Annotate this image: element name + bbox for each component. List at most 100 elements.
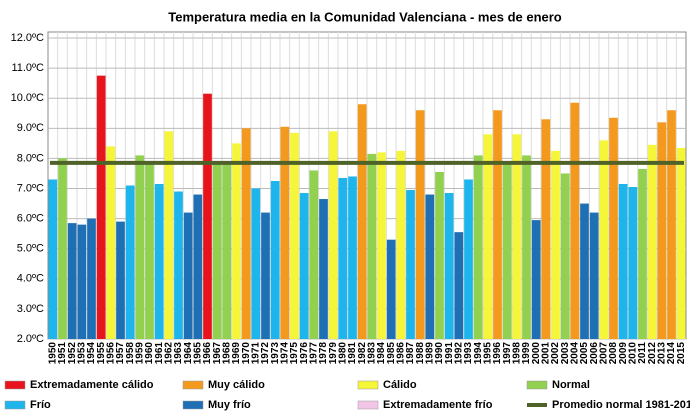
x-tick-label: 1980 <box>337 342 348 365</box>
x-tick-label: 1976 <box>299 342 310 365</box>
x-tick-label: 1999 <box>521 342 532 365</box>
legend-swatch <box>182 380 204 390</box>
bar <box>464 179 473 339</box>
bar <box>193 194 203 339</box>
legend-swatch <box>182 400 204 410</box>
bar <box>415 110 425 339</box>
legend-label: Muy frío <box>208 399 251 411</box>
y-tick-label: 5.0ºC <box>17 243 44 255</box>
bar <box>319 199 328 339</box>
bar <box>154 183 164 339</box>
x-tick-label: 1996 <box>492 342 503 365</box>
x-tick-label: 1995 <box>482 342 493 365</box>
x-tick-label: 2011 <box>637 342 648 364</box>
x-tick-label: 2013 <box>656 342 667 365</box>
bar <box>96 75 106 340</box>
x-tick-label: 1989 <box>424 342 435 365</box>
x-tick-label: 1962 <box>163 342 174 365</box>
x-tick-label: 1990 <box>434 342 445 365</box>
x-tick-label: 1975 <box>289 342 300 365</box>
x-tick-label: 2002 <box>550 342 561 365</box>
bar <box>290 132 299 339</box>
bar <box>377 152 386 339</box>
x-tick-label: 1971 <box>250 342 261 365</box>
bar <box>145 161 154 339</box>
bar <box>174 191 183 339</box>
bar <box>116 221 125 339</box>
bar <box>348 176 357 339</box>
bar <box>483 134 493 339</box>
legend-swatch <box>4 380 26 390</box>
x-tick-label: 1966 <box>202 342 213 365</box>
bar <box>454 232 464 339</box>
bar <box>589 212 599 339</box>
x-tick-label: 1974 <box>279 342 290 365</box>
bar <box>183 212 193 339</box>
legend-label: Muy cálido <box>208 379 265 391</box>
bar <box>299 193 309 339</box>
x-tick-label: 2010 <box>627 342 638 365</box>
bar <box>367 153 377 339</box>
bar <box>570 102 580 339</box>
bar <box>203 93 212 339</box>
x-tick-label: 1952 <box>67 342 78 365</box>
x-tick-label: 1964 <box>183 342 194 365</box>
legend-swatch <box>4 400 26 410</box>
bar <box>531 220 541 339</box>
x-tick-label: 1977 <box>308 342 319 365</box>
x-tick-label: 1979 <box>328 342 339 365</box>
legend-swatch <box>526 380 548 390</box>
bar <box>48 179 58 339</box>
x-tick-label: 1970 <box>241 342 252 365</box>
bar <box>425 194 435 339</box>
y-tick-label: 11.0ºC <box>11 62 44 74</box>
x-tick-label: 2015 <box>676 342 687 365</box>
y-tick-label: 2.0ºC <box>17 333 44 345</box>
bar <box>58 158 67 339</box>
bar <box>164 131 174 339</box>
y-tick-label: 6.0ºC <box>17 213 44 225</box>
y-tick-label: 12.0ºC <box>11 32 44 44</box>
x-tick-label: 1958 <box>125 342 136 365</box>
x-tick-label: 1994 <box>473 342 484 365</box>
bar <box>560 173 570 339</box>
y-tick-label: 3.0ºC <box>17 303 44 315</box>
x-tick-label: 2000 <box>531 342 542 365</box>
x-tick-label: 1950 <box>47 342 58 365</box>
bar <box>541 119 551 339</box>
x-tick-label: 1960 <box>144 342 155 365</box>
x-tick-label: 2008 <box>608 342 619 365</box>
bar <box>406 190 415 339</box>
bar <box>551 150 560 339</box>
x-tick-label: 1998 <box>511 342 522 365</box>
x-tick-label: 1953 <box>76 342 87 365</box>
bar <box>261 212 270 339</box>
x-tick-label: 1957 <box>115 342 126 365</box>
bar <box>473 155 483 339</box>
bar <box>599 140 609 339</box>
bar <box>386 239 396 339</box>
x-tick-label: 1954 <box>86 342 97 365</box>
bar <box>444 193 454 339</box>
x-tick-label: 2012 <box>647 342 658 365</box>
x-tick-label: 2006 <box>589 342 600 365</box>
bar <box>628 187 638 339</box>
bar <box>125 185 135 339</box>
bar <box>77 224 87 339</box>
bar <box>280 126 290 339</box>
x-tick-label: 1956 <box>105 342 116 365</box>
x-tick-label: 1959 <box>134 342 145 365</box>
bar <box>309 170 319 339</box>
bar <box>502 161 512 339</box>
x-tick-label: 1961 <box>154 342 165 365</box>
x-tick-label: 1978 <box>318 342 329 365</box>
legend-label: Extremadamente cálido <box>30 379 154 391</box>
x-tick-label: 1951 <box>57 342 68 365</box>
bar <box>512 134 522 339</box>
legend-label: Frío <box>30 399 51 411</box>
x-tick-label: 1993 <box>463 342 474 365</box>
bar <box>647 144 657 339</box>
bar <box>522 155 531 339</box>
legend-swatch <box>357 380 379 390</box>
bar <box>87 218 96 339</box>
